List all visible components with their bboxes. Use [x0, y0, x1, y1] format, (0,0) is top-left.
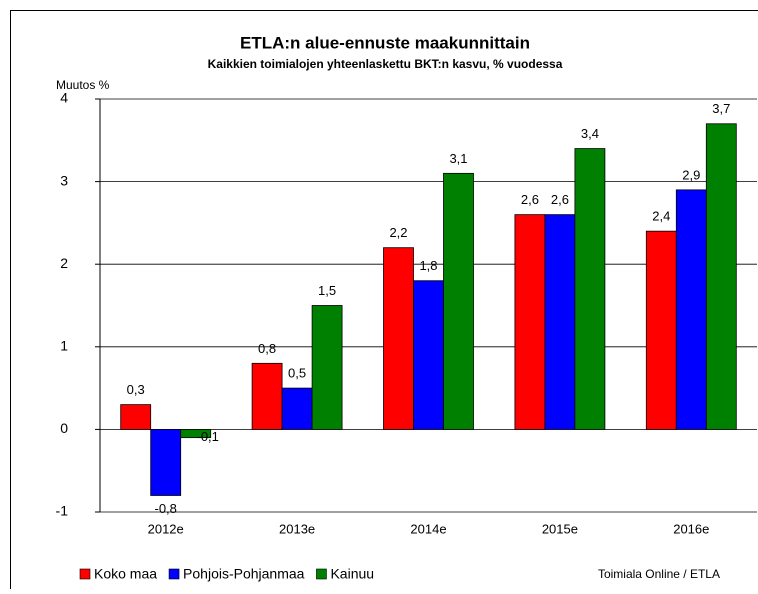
data-label: 2,6: [551, 192, 569, 207]
data-label: 2,6: [521, 192, 539, 207]
chart-title: ETLA:n alue-ennuste maakunnittain: [240, 33, 530, 52]
bar: [312, 306, 342, 430]
bar: [151, 429, 181, 495]
legend-swatch: [169, 569, 179, 579]
x-tick-label: 2015e: [542, 521, 578, 536]
data-label: 1,5: [318, 283, 336, 298]
y-tick-label: 2: [60, 255, 68, 271]
data-label: -0,1: [196, 429, 218, 444]
data-label: 1,8: [419, 258, 437, 273]
chart-subtitle: Kaikkien toimialojen yhteenlaskettu BKT:…: [208, 57, 563, 71]
data-label: 0,8: [258, 341, 276, 356]
y-tick-label: 0: [60, 420, 68, 436]
data-label: 2,4: [652, 209, 670, 224]
data-label: 0,3: [127, 382, 145, 397]
data-label: 2,9: [682, 167, 700, 182]
data-label: 3,4: [581, 126, 599, 141]
bar: [252, 363, 282, 429]
legend-label: Kainuu: [330, 566, 374, 582]
y-tick-label: 1: [60, 338, 68, 354]
x-tick-label: 2014e: [410, 521, 446, 536]
bar: [575, 149, 605, 430]
data-label: -0,8: [154, 501, 176, 516]
x-tick-label: 2012e: [148, 521, 184, 536]
legend-swatch: [316, 569, 326, 579]
legend-label: Koko maa: [94, 566, 157, 582]
x-tick-label: 2013e: [279, 521, 315, 536]
bar: [121, 405, 151, 430]
data-label: 3,1: [449, 151, 467, 166]
y-tick-label: 3: [60, 172, 68, 188]
legend-swatch: [80, 569, 90, 579]
bar: [444, 173, 474, 429]
bar: [646, 231, 676, 429]
y-tick-label: 4: [60, 90, 68, 106]
bar: [545, 215, 575, 430]
legend-label: Pohjois-Pohjanmaa: [183, 566, 305, 582]
data-label: 0,5: [288, 366, 306, 381]
y-tick-label: -1: [56, 503, 69, 519]
bar: [515, 215, 545, 430]
data-label: 3,7: [712, 101, 730, 116]
source: Toimiala Online / ETLA: [598, 567, 720, 581]
bar: [282, 388, 312, 429]
bar: [706, 124, 736, 430]
bar: [676, 190, 706, 430]
x-tick-label: 2016e: [673, 521, 709, 536]
data-label: 2,2: [389, 225, 407, 240]
bar: [384, 248, 414, 430]
bar: [414, 281, 444, 430]
